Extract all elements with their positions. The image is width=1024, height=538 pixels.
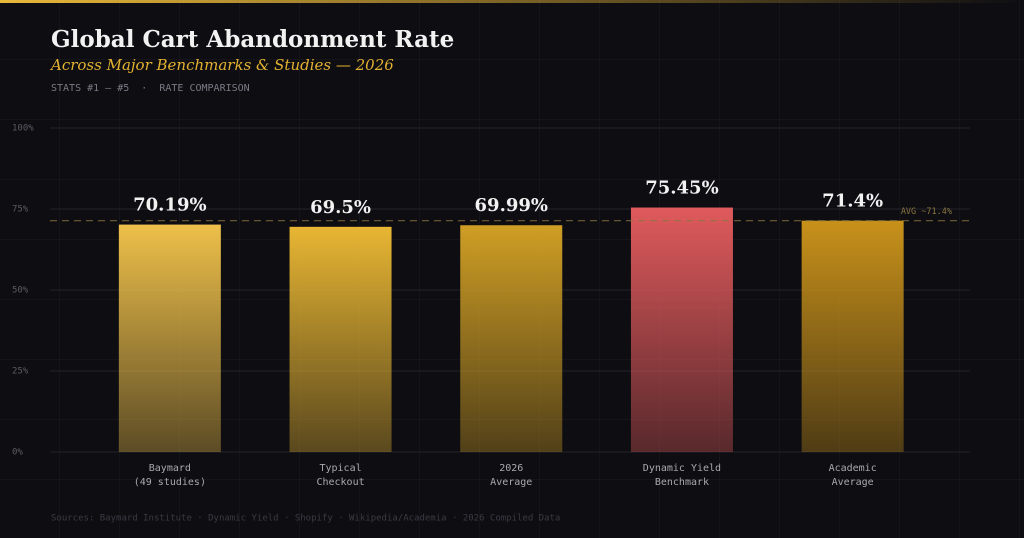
bar bbox=[801, 220, 904, 452]
bar bbox=[460, 225, 563, 452]
chart-title: Global Cart Abandonment Rate bbox=[51, 26, 454, 53]
value-label: 69.5% bbox=[310, 197, 371, 218]
bar bbox=[630, 207, 733, 452]
x-tick-label-line: 2026 bbox=[499, 463, 523, 474]
value-label: 69.99% bbox=[475, 195, 548, 216]
x-tick-label-line: Average bbox=[832, 477, 874, 488]
value-label: 75.45% bbox=[645, 178, 718, 199]
x-tick-label: Academic Average bbox=[829, 463, 877, 488]
x-tick-label-line: Baymard bbox=[149, 463, 191, 474]
top-accent bbox=[0, 0, 1024, 3]
x-tick-label-line: Typical bbox=[319, 463, 361, 474]
chart-subtitle: Across Major Benchmarks & Studies — 2026 bbox=[49, 56, 394, 74]
x-tick-label-line: Average bbox=[490, 477, 532, 488]
value-label: 71.4% bbox=[822, 191, 883, 212]
y-tick-label: 50% bbox=[12, 286, 29, 296]
x-tick-label: Typical Checkout bbox=[316, 463, 364, 488]
x-tick-label-line: (49 studies) bbox=[134, 477, 206, 488]
y-tick-label: 75% bbox=[12, 205, 29, 215]
x-tick-label: Dynamic Yield Benchmark bbox=[643, 463, 721, 488]
bar bbox=[118, 224, 221, 452]
source-note: Sources: Baymard Institute · Dynamic Yie… bbox=[51, 514, 560, 524]
x-tick-label-line: Academic bbox=[829, 463, 877, 474]
average-label: AVG ~71.4% bbox=[901, 207, 952, 217]
x-tick-label: Baymard (49 studies) bbox=[134, 463, 206, 488]
value-label: 70.19% bbox=[133, 195, 206, 216]
x-tick-label-line: Benchmark bbox=[655, 477, 709, 488]
y-tick-label: 100% bbox=[12, 124, 34, 134]
bar bbox=[289, 226, 392, 452]
x-tick-label: 2026 Average bbox=[490, 463, 532, 488]
x-tick-label-line: Checkout bbox=[316, 477, 364, 488]
y-tick-label: 0% bbox=[12, 448, 23, 458]
y-tick-label: 25% bbox=[12, 367, 29, 377]
x-tick-label-line: Dynamic Yield bbox=[643, 463, 721, 474]
kicker: STATS #1 — #5 · RATE COMPARISON bbox=[51, 83, 250, 94]
